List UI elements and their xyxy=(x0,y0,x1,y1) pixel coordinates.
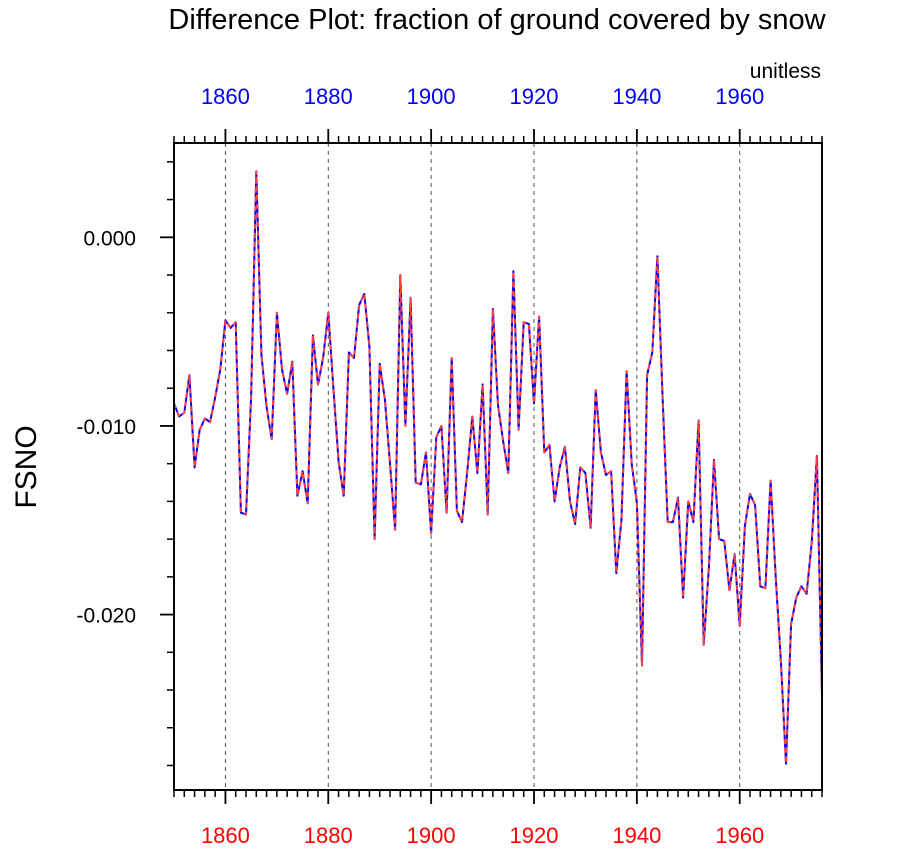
tick-labels: 1860 1860 1880 1880 1900 1900 1920 1920 1940 1940… xyxy=(76,84,764,848)
chart-title: Difference Plot: fraction of ground cove… xyxy=(168,4,826,36)
x-tick-label-bottom: 1900 xyxy=(407,823,456,848)
plot-frame xyxy=(173,142,823,791)
y-axis-label: FSNO xyxy=(10,425,43,508)
x-tick-label-top: 1860 xyxy=(201,84,250,109)
y-tick-label: -0.020 xyxy=(76,605,136,628)
x-tick-label-bottom: 1960 xyxy=(715,823,764,848)
gridlines xyxy=(224,143,741,790)
y-tick-label: -0.010 xyxy=(76,416,136,439)
x-tick-label-top: 1880 xyxy=(304,84,353,109)
x-tick-label-top: 1960 xyxy=(715,84,764,109)
x-tick-label-bottom: 1920 xyxy=(510,823,559,848)
x-tick-label-bottom: 1860 xyxy=(201,823,250,848)
y-tick-label: 0.000 xyxy=(83,227,136,250)
tick-marks xyxy=(160,129,823,804)
series-line-a xyxy=(173,170,823,765)
x-tick-label-top: 1940 xyxy=(612,84,661,109)
series-line-b xyxy=(173,170,823,765)
x-tick-label-top: 1920 xyxy=(510,84,559,109)
units-label: unitless xyxy=(750,60,821,83)
series-group xyxy=(173,170,823,765)
x-tick-label-bottom: 1940 xyxy=(612,823,661,848)
x-tick-label-bottom: 1880 xyxy=(304,823,353,848)
x-tick-label-top: 1900 xyxy=(407,84,456,109)
